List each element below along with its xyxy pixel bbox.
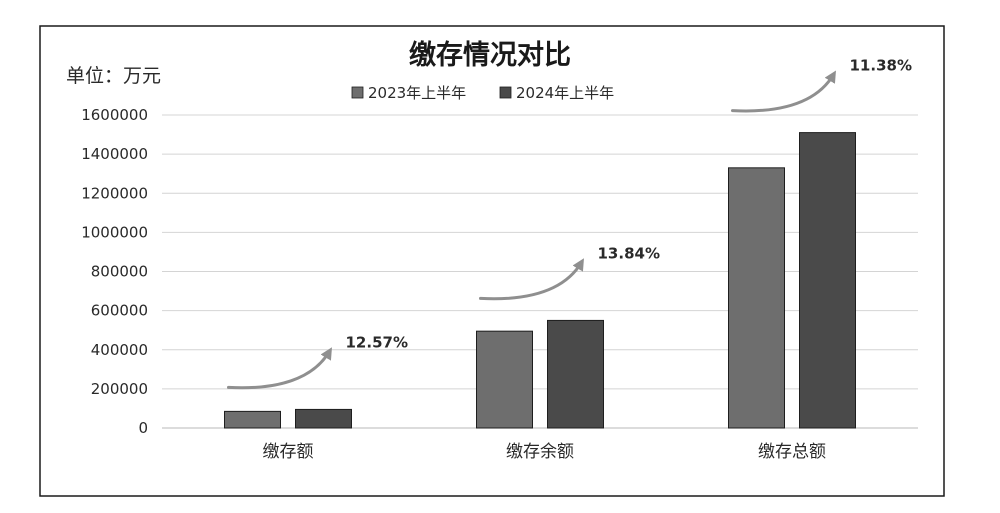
- y-tick-label: 200000: [91, 380, 148, 398]
- growth-arrow: [731, 70, 836, 113]
- unit-label: 单位：万元: [66, 65, 161, 87]
- legend-swatch-2023: [351, 86, 364, 99]
- y-tick-label: 400000: [91, 341, 148, 359]
- y-axis-tick-labels: 0 200000 400000 600000 800000 1000000 1200000 1…: [81, 106, 148, 437]
- y-tick-label: 800000: [91, 263, 148, 281]
- growth-label: 13.84%: [598, 244, 660, 262]
- y-tick-label: 1200000: [81, 184, 148, 202]
- y-tick-label: 0: [138, 419, 148, 437]
- bar-2024: [547, 319, 604, 429]
- growth-arrow: [479, 258, 584, 301]
- growth-arrows: [227, 70, 836, 390]
- y-tick-label: 1600000: [81, 106, 148, 124]
- legend-label-2024: 2024年上半年: [516, 84, 614, 102]
- growth-label: 11.38%: [850, 57, 912, 75]
- bars: [224, 132, 856, 429]
- x-axis-category-labels: 缴存额 缴存余额 缴存总额: [263, 442, 827, 462]
- legend: 2023年上半年 2024年上半年: [351, 84, 614, 102]
- legend-label-2023: 2023年上半年: [368, 84, 466, 102]
- growth-labels: 12.57% 13.84% 11.38%: [346, 57, 912, 352]
- growth-label: 12.57%: [346, 333, 408, 351]
- bar-2024: [295, 408, 352, 429]
- bar-2023: [476, 330, 533, 429]
- bar-2023: [224, 410, 281, 429]
- x-category-label: 缴存余额: [506, 442, 574, 462]
- growth-arrow: [227, 347, 332, 390]
- bar-2024: [799, 132, 856, 429]
- y-tick-label: 1400000: [81, 145, 148, 163]
- x-category-label: 缴存额: [263, 442, 314, 462]
- grid-lines: [162, 114, 918, 429]
- y-tick-label: 1000000: [81, 223, 148, 241]
- legend-swatch-2024: [499, 86, 512, 99]
- y-tick-label: 600000: [91, 302, 148, 320]
- bar-2023: [728, 167, 785, 429]
- chart-title: 缴存情况对比: [409, 40, 571, 71]
- x-category-label: 缴存总额: [758, 442, 826, 462]
